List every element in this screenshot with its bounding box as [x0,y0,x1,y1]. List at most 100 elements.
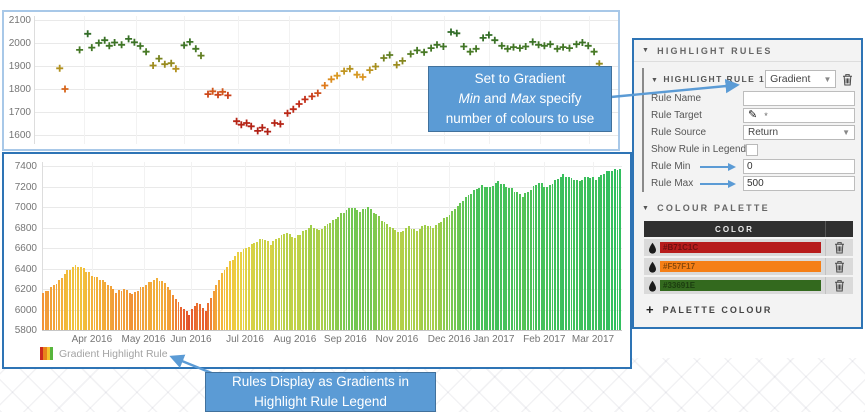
colour-palette-header[interactable]: ▼ COLOUR PALETTE [634,197,861,219]
bar [90,276,93,330]
bar [546,187,548,330]
bar [294,237,296,330]
colour-swatch-cell[interactable]: #F57F17 [660,258,825,275]
bar [163,282,166,330]
bar [453,209,456,330]
bar [299,234,302,330]
x-tick-label: Sep 2016 [323,334,367,345]
bar [432,228,435,330]
callout-line: number of colours to use [445,111,595,127]
bar [543,186,546,330]
bar [155,278,158,330]
bar [123,289,126,330]
bar [489,187,492,330]
rule-target-input[interactable]: ✎ * [743,108,855,123]
bar [491,186,494,330]
bar [332,219,334,330]
droplet-icon [648,242,656,254]
rule-source-select[interactable]: Return ▼ [743,125,855,140]
bar [191,309,193,330]
droplet-icon-cell[interactable] [644,239,660,256]
bar [266,241,269,330]
bar [459,202,462,330]
bar [380,220,383,330]
blue-arrow-icon [700,163,736,171]
rule-source-label: Rule Source [651,127,707,138]
bar [85,271,88,330]
bar [321,229,324,330]
bar [556,178,559,330]
bar [510,188,513,330]
highlight-rule-legend[interactable]: Gradient Highlight Rule [40,347,168,360]
y-tick-label: 6400 [14,263,37,275]
bar [256,241,258,330]
rule-name-input[interactable] [743,91,855,106]
bar [581,180,584,330]
bar [280,234,283,330]
delete-colour-button[interactable] [825,258,853,275]
y-tick-label: 6600 [14,243,37,254]
delete-colour-button[interactable] [825,277,853,294]
y-tick-label: 1600 [8,130,31,141]
colour-swatch-cell[interactable]: #B71C1C [660,239,825,256]
bar [383,221,386,330]
bar [229,261,231,330]
y-tick-label: 1700 [8,107,31,118]
bar [139,287,142,330]
bar [429,225,432,330]
bar [52,285,55,330]
bar [443,218,445,330]
bar [559,177,562,330]
droplet-icon-cell[interactable] [644,258,660,275]
bar [161,280,164,330]
droplet-icon-cell[interactable] [644,277,660,294]
bar [470,193,473,330]
bar [182,308,185,330]
show-rule-in-legend-checkbox[interactable] [746,143,759,156]
colour-swatch-cell[interactable]: #33691E [660,277,825,294]
bar [505,187,508,330]
bar [594,180,597,330]
x-tick-label: Nov 2016 [375,334,419,345]
bar [215,284,218,330]
bar [524,192,527,330]
bar [150,282,153,330]
bar [426,225,429,330]
highlight-rules-header[interactable]: ▼ HIGHLIGHT RULES [634,40,861,62]
bar [47,290,50,330]
bar [434,225,437,330]
highlight-rule-title[interactable]: ▼ HIGHLIGHT RULE 1 [651,74,766,84]
y-tick-label: 2000 [8,38,31,49]
bar-chart-panel[interactable]: 7400 7200 7000 6800 6600 6400 6200 6000 5800 Apr … [2,152,632,369]
bar [218,280,221,330]
bar [483,187,486,330]
rule-max-input[interactable] [743,176,855,191]
bar [394,230,397,330]
rule-type-select[interactable]: Gradient ▼ [765,70,837,88]
bar [527,191,530,330]
bar [345,210,348,330]
gradient-settings-callout: Set to Gradient Min and Max specify numb… [428,66,612,132]
highlight-rules-panel: ▼ HIGHLIGHT RULES ▼ HIGHLIGHT RULE 1 Grad… [632,38,863,329]
bar [551,183,554,330]
bar [407,226,410,330]
rule-min-input[interactable] [743,159,855,174]
highlight-rules-title: HIGHLIGHT RULES [657,45,773,56]
delete-colour-button[interactable] [825,239,853,256]
bar [277,237,280,330]
bar [589,177,592,330]
bar [388,227,391,330]
bar [88,272,90,330]
bar [464,197,467,330]
bar [405,228,408,330]
chevron-down-icon: ▼ [642,204,652,212]
rule-source-row: Rule Source Return ▼ [651,124,855,141]
x-tick-label: Feb 2017 [523,334,566,345]
bar [521,196,524,330]
y-tick-label: 7400 [14,161,37,172]
add-palette-colour-button[interactable]: + PALETTE COLOUR [646,302,861,317]
delete-rule-button[interactable] [840,70,855,88]
bar [185,310,188,330]
bar [131,293,134,330]
bar [63,274,66,330]
